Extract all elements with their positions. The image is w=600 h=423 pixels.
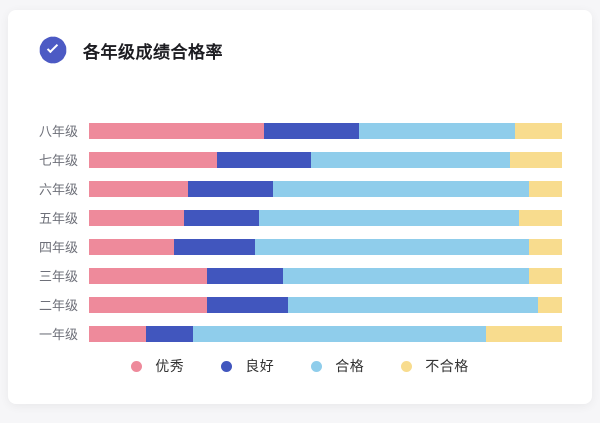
bar-segment-fail[interactable]	[509, 151, 562, 168]
bar-segment-pass[interactable]	[311, 151, 510, 168]
bar-segment-excellent[interactable]	[89, 325, 146, 342]
legend-item-pass[interactable]: 合格	[311, 356, 364, 376]
legend-label: 优秀	[155, 358, 185, 374]
stacked-bar	[89, 151, 562, 168]
legend-dot-icon	[401, 360, 413, 372]
bar-segment-good[interactable]	[216, 151, 312, 168]
category-label: 一年级	[38, 327, 78, 342]
chart-row: 四年级	[8, 232, 592, 261]
bar-segment-good[interactable]	[145, 325, 194, 342]
bar-segment-pass[interactable]	[273, 180, 529, 197]
stacked-bar	[89, 180, 562, 197]
stacked-bar	[89, 209, 562, 226]
chart-row: 三年级	[8, 261, 592, 290]
bar-segment-fail[interactable]	[528, 180, 562, 197]
bar-segment-fail[interactable]	[486, 325, 562, 342]
bar-segment-excellent[interactable]	[89, 180, 189, 197]
stacked-bar	[89, 325, 562, 342]
bar-segment-good[interactable]	[174, 238, 255, 255]
chart-legend: 优秀 良好 合格 不合格	[8, 356, 592, 376]
bar-segment-good[interactable]	[207, 296, 288, 313]
chart-card: 各年级成绩合格率 八年级七年级六年级五年级四年级三年级二年级一年级 优秀 良好 合格…	[8, 10, 592, 404]
bar-segment-fail[interactable]	[519, 209, 562, 226]
bar-segment-excellent[interactable]	[89, 267, 208, 284]
bar-segment-pass[interactable]	[193, 325, 487, 342]
bar-segment-excellent[interactable]	[89, 238, 175, 255]
chart-row: 一年级	[8, 319, 592, 348]
bar-segment-excellent[interactable]	[89, 122, 264, 139]
category-label: 七年级	[38, 153, 78, 168]
category-label: 三年级	[38, 269, 78, 284]
seal-check-icon	[40, 37, 66, 63]
bar-segment-good[interactable]	[207, 267, 283, 284]
legend-item-excellent[interactable]: 优秀	[131, 356, 184, 376]
bar-segment-fail[interactable]	[528, 238, 562, 255]
bar-segment-fail[interactable]	[528, 267, 562, 284]
bar-segment-excellent[interactable]	[89, 296, 208, 313]
legend-item-good[interactable]: 良好	[221, 356, 274, 376]
bar-segment-pass[interactable]	[259, 209, 520, 226]
legend-label: 良好	[245, 358, 275, 374]
category-label: 六年级	[38, 182, 78, 197]
category-label: 四年级	[38, 240, 78, 255]
legend-dot-icon	[311, 360, 323, 372]
bar-segment-pass[interactable]	[254, 238, 529, 255]
bar-segment-pass[interactable]	[287, 296, 539, 313]
chart-title: 各年级成绩合格率	[83, 42, 223, 62]
bar-segment-good[interactable]	[183, 209, 260, 226]
stacked-bar	[89, 296, 562, 313]
bar-segment-pass[interactable]	[358, 122, 515, 139]
category-label: 五年级	[38, 211, 78, 226]
bar-segment-fail[interactable]	[538, 296, 562, 313]
legend-label: 合格	[335, 358, 365, 374]
legend-item-fail[interactable]: 不合格	[401, 356, 469, 376]
bar-segment-excellent[interactable]	[89, 151, 217, 168]
stacked-bar-chart: 八年级七年级六年级五年级四年级三年级二年级一年级	[8, 116, 592, 348]
bar-segment-good[interactable]	[188, 180, 274, 197]
chart-row: 五年级	[8, 203, 592, 232]
check-mark	[46, 41, 59, 54]
bar-segment-fail[interactable]	[514, 122, 562, 139]
chart-row: 七年级	[8, 145, 592, 174]
bar-segment-excellent[interactable]	[89, 209, 184, 226]
bar-segment-pass[interactable]	[282, 267, 529, 284]
category-label: 二年级	[38, 298, 78, 313]
legend-dot-icon	[221, 360, 233, 372]
chart-row: 二年级	[8, 290, 592, 319]
stacked-bar	[89, 122, 562, 139]
stacked-bar	[89, 238, 562, 255]
chart-row: 六年级	[8, 174, 592, 203]
stacked-bar	[89, 267, 562, 284]
card-header: 各年级成绩合格率	[8, 10, 592, 63]
legend-label: 不合格	[425, 358, 469, 374]
chart-row: 八年级	[8, 116, 592, 145]
bar-segment-good[interactable]	[264, 122, 359, 139]
legend-dot-icon	[131, 360, 143, 372]
category-label: 八年级	[38, 124, 78, 139]
